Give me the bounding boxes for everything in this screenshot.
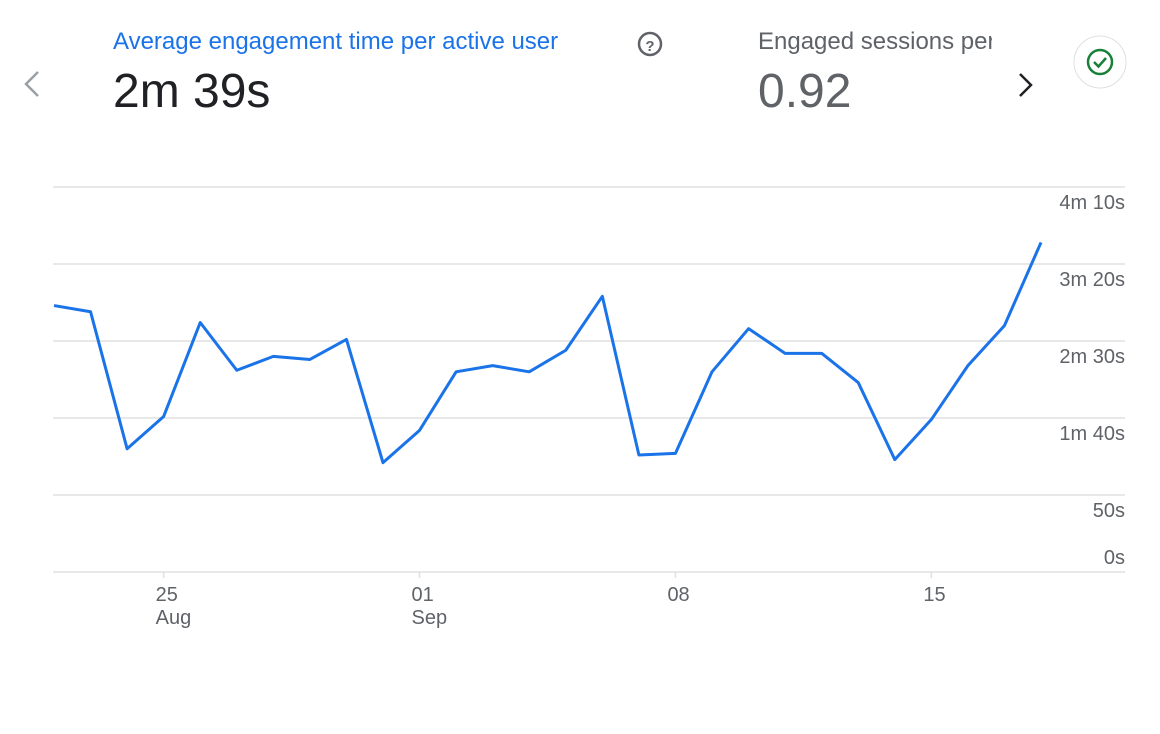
metric-title: Engaged sessions per active user xyxy=(758,28,992,55)
y-tick-label: 3m 20s xyxy=(1059,269,1125,291)
y-tick-label: 1m 40s xyxy=(1059,423,1125,445)
prev-arrow[interactable] xyxy=(24,71,39,97)
next-arrow[interactable] xyxy=(1019,73,1033,97)
x-tick-label: 25 xyxy=(156,584,178,606)
x-tick-label: 08 xyxy=(667,584,689,606)
y-tick-label: 2m 30s xyxy=(1059,346,1125,368)
help-mark: ? xyxy=(645,38,654,55)
metric-title: Average engagement time per active user xyxy=(113,28,559,55)
metric[interactable]: Average engagement time per active user … xyxy=(113,28,558,119)
x-tick-sublabel: Sep xyxy=(412,607,448,629)
y-tick-label: 4m 10s xyxy=(1059,192,1125,214)
line-series xyxy=(53,241,1043,465)
y-tick-label: 50s xyxy=(1093,500,1125,522)
x-tick-label: 15 xyxy=(923,584,945,606)
x-tick-label: 01 xyxy=(412,584,434,606)
check-circle xyxy=(1086,48,1114,76)
metric-value: 0.92 xyxy=(758,65,852,118)
check-mark xyxy=(1093,57,1107,69)
metric[interactable]: Engaged sessions per active user 0.92 xyxy=(758,28,992,119)
help-icon[interactable] xyxy=(637,31,663,57)
y-tick-label: 0s xyxy=(1104,547,1125,569)
status-badge xyxy=(1073,35,1127,89)
x-tick-sublabel: Aug xyxy=(156,607,192,629)
metric-value: 2m 39s xyxy=(113,65,271,118)
